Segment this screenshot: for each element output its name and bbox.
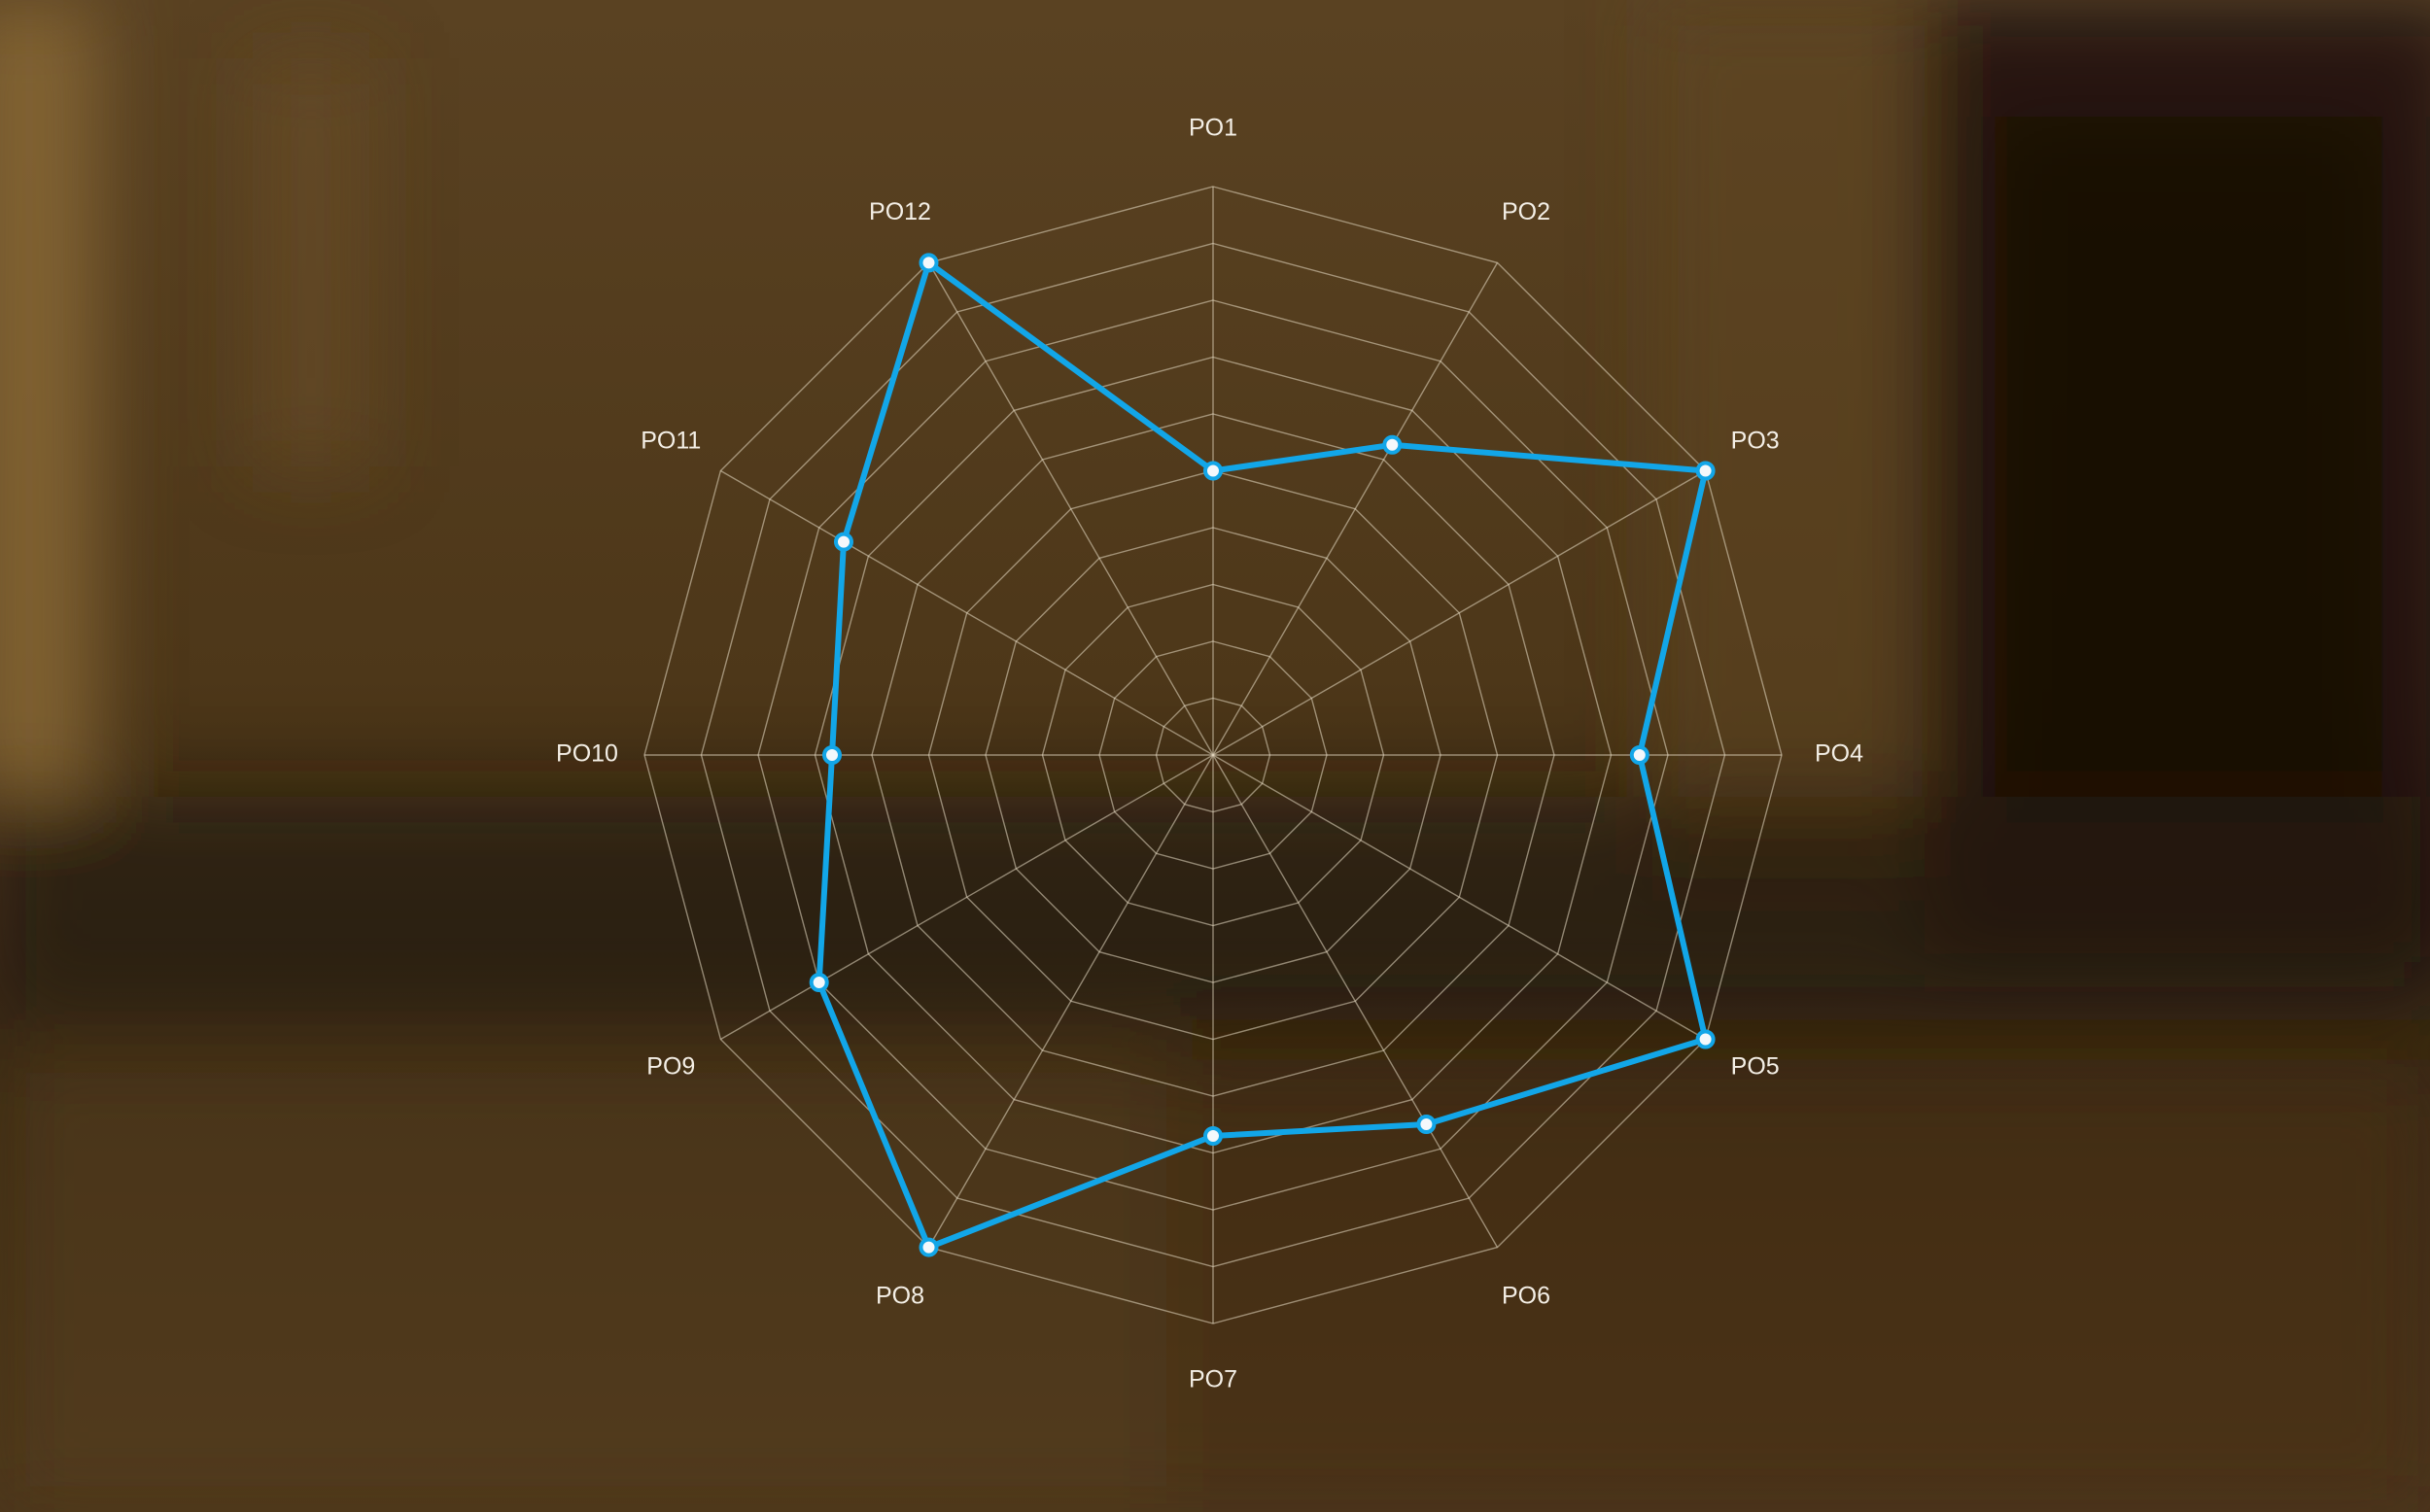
data-point-po1[interactable] xyxy=(1203,461,1223,481)
data-point-po3[interactable] xyxy=(1695,461,1716,481)
axis-label-po4: PO4 xyxy=(1815,740,1863,768)
axis-label-po2: PO2 xyxy=(1502,198,1550,225)
grid-spoke xyxy=(927,754,1214,1248)
axis-label-po6: PO6 xyxy=(1502,1282,1550,1309)
data-point-po7[interactable] xyxy=(1203,1126,1223,1146)
axis-label-po9: PO9 xyxy=(646,1053,695,1081)
axis-label-po7: PO7 xyxy=(1189,1366,1237,1393)
grid-spoke xyxy=(1212,262,1499,756)
grid-spoke xyxy=(1212,754,1706,1041)
data-point-po11[interactable] xyxy=(834,532,853,552)
data-point-po4[interactable] xyxy=(1629,745,1649,765)
grid-spoke xyxy=(720,469,1214,756)
axis-label-po5: PO5 xyxy=(1731,1053,1780,1081)
radar-series xyxy=(809,253,1716,1257)
grid-spoke xyxy=(720,754,1214,1041)
data-point-po12[interactable] xyxy=(919,253,939,273)
data-point-po2[interactable] xyxy=(1382,434,1403,455)
data-point-po6[interactable] xyxy=(1416,1115,1437,1134)
axis-label-po10: PO10 xyxy=(556,740,618,768)
axis-label-po1: PO1 xyxy=(1189,115,1237,142)
data-point-po5[interactable] xyxy=(1695,1029,1716,1049)
radar-grid xyxy=(643,186,1783,1324)
grid-spoke xyxy=(927,262,1214,756)
data-point-po9[interactable] xyxy=(809,973,829,992)
data-point-po10[interactable] xyxy=(822,745,842,765)
axis-label-po3: PO3 xyxy=(1731,428,1780,455)
grid-spoke xyxy=(1212,469,1706,756)
data-point-po8[interactable] xyxy=(919,1237,939,1257)
axis-label-po8: PO8 xyxy=(876,1282,924,1309)
axis-labels: PO1 PO2 PO3 PO4 PO5 PO6 PO7 PO8 PO9 PO10 PO11 PO12 xyxy=(556,115,1863,1393)
axis-label-po11: PO11 xyxy=(641,428,701,455)
grid-spoke xyxy=(1212,754,1499,1248)
axis-label-po12: PO12 xyxy=(869,198,931,225)
